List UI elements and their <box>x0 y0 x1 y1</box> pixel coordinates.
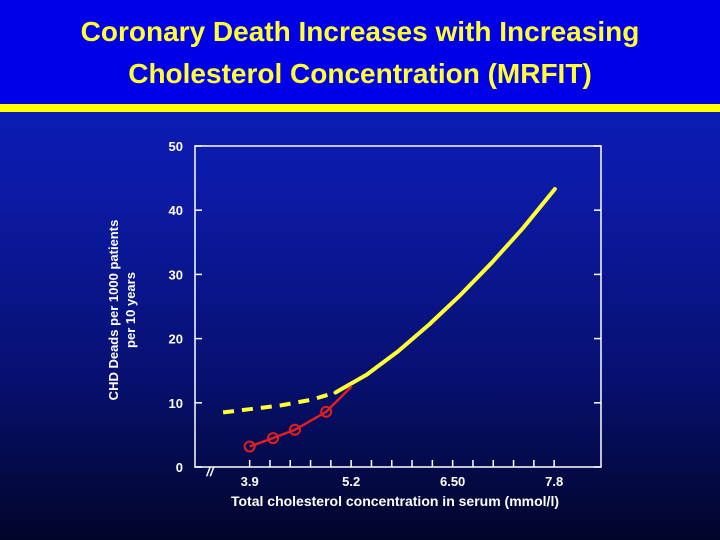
x-tick-label: 7.8 <box>545 474 563 489</box>
y-tick-label: 50 <box>169 139 183 154</box>
y-tick-label: 40 <box>169 203 183 218</box>
observed-point <box>320 405 333 418</box>
y-tick-label: 0 <box>176 460 183 475</box>
x-tick-label: 3.9 <box>241 474 259 489</box>
title-divider <box>0 104 720 112</box>
x-tick-label: 5.2 <box>342 474 360 489</box>
axis-break-symbol: // <box>205 464 215 479</box>
y-axis-label-line-1: CHD Deads per 1000 patients <box>106 219 121 401</box>
observed-point <box>243 440 256 453</box>
y-tick-label: 10 <box>169 396 183 411</box>
plot-frame <box>194 145 602 468</box>
y-axis-label-line-2: per 10 years <box>123 272 138 348</box>
fitted-curve <box>333 187 557 395</box>
y-axis-label: CHD Deads per 1000 patients per 10 years <box>105 180 139 440</box>
y-tick-label: 20 <box>169 332 183 347</box>
title-band <box>0 0 720 104</box>
y-tick-label: 30 <box>169 267 183 282</box>
slide-title-line-1: Coronary Death Increases with Increasing <box>80 16 640 47</box>
observed-line <box>249 385 353 448</box>
x-axis-label: Total cholesterol concentration in serum… <box>230 493 559 509</box>
x-tick-label: 6.50 <box>440 474 465 489</box>
observed-point <box>288 423 301 436</box>
observed-point <box>267 432 280 445</box>
slide-title-line-2: Cholesterol Concentration (MRFIT) <box>128 58 592 89</box>
extrapolated-curve <box>222 390 337 415</box>
